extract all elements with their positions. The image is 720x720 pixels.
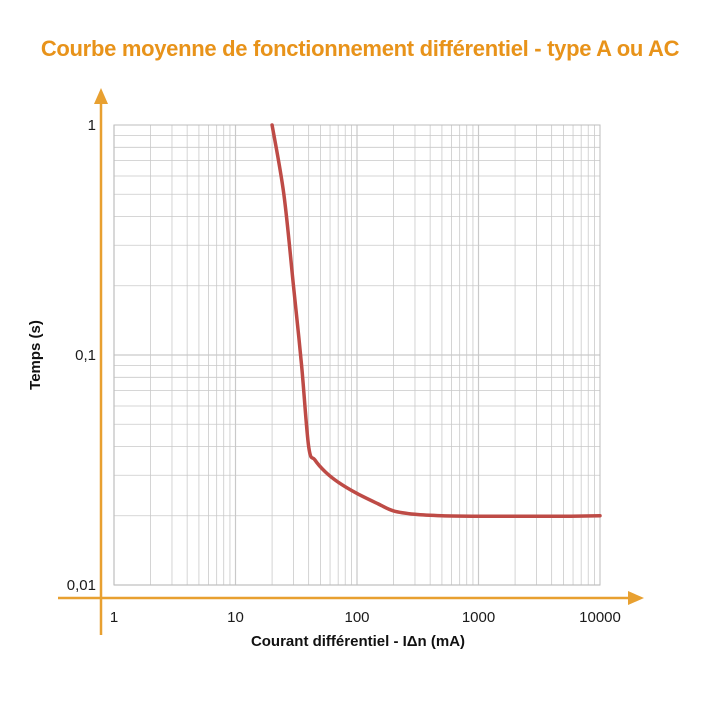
series-line [270,123,602,519]
y-tick-labels: 0,01 0,1 1 [67,117,96,594]
x-tick-label: 1000 [462,609,495,626]
x-tick-labels: 1 10 100 1000 10000 [110,609,621,626]
y-tick-label: 1 [88,117,96,134]
x-tick-label: 10000 [579,609,621,626]
x-axis-arrowhead [628,591,644,605]
grid-lines [113,125,600,586]
y-axis-label: Temps (s) [27,320,44,390]
x-tick-label: 1 [110,609,118,626]
x-tick-label: 100 [344,609,369,626]
chart-title: Courbe moyenne de fonctionnement différe… [40,36,680,61]
y-tick-label: 0,01 [67,577,96,594]
y-tick-label: 0,1 [75,347,96,364]
x-tick-label: 10 [227,609,244,626]
plot-border [113,124,601,586]
x-axis-label: Courant différentiel - IΔn (mA) [251,633,465,650]
y-axis-arrowhead [94,88,108,104]
series-group [270,123,602,519]
